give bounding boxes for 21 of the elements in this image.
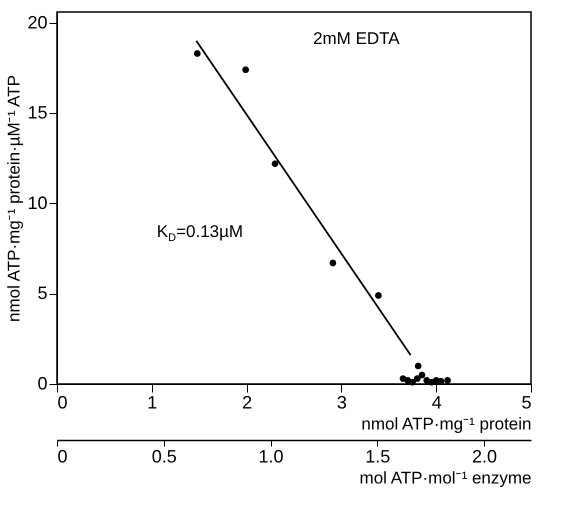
y-tick-label: 20	[27, 12, 48, 32]
x-tick-label: 4	[432, 392, 442, 412]
y-tick-label: 15	[27, 102, 48, 123]
x-tick-label: 0	[58, 392, 68, 412]
x2-tick-label: 0.5	[152, 446, 177, 466]
y-tick-label: 0	[37, 374, 48, 394]
x-tick-label: 1	[147, 392, 158, 412]
annotation: 2mM EDTA	[313, 29, 400, 50]
x-tick-label: 5	[521, 392, 532, 412]
x2-tick-label: 1.5	[365, 446, 390, 466]
x-tick-label: 3	[336, 392, 347, 412]
x-tick-label: 2	[242, 392, 252, 412]
x2-tick-label: 1.0	[258, 446, 284, 466]
annotation: K$_{D}$=0.13µM	[156, 221, 244, 244]
x-axis-title: nmol ATP·mg⁻¹ protein	[361, 414, 532, 434]
y-tick-label: 5	[37, 283, 48, 304]
x2-tick-label: 2.0	[472, 446, 498, 466]
y-axis-title: nmol ATP·mg⁻¹ protein·µM⁻¹ ATP	[4, 75, 24, 322]
x2-tick-label: 0	[58, 446, 68, 466]
y-tick-label: 10	[27, 192, 48, 213]
x2-axis-title: mol ATP·mol⁻¹ enzyme	[360, 468, 532, 488]
